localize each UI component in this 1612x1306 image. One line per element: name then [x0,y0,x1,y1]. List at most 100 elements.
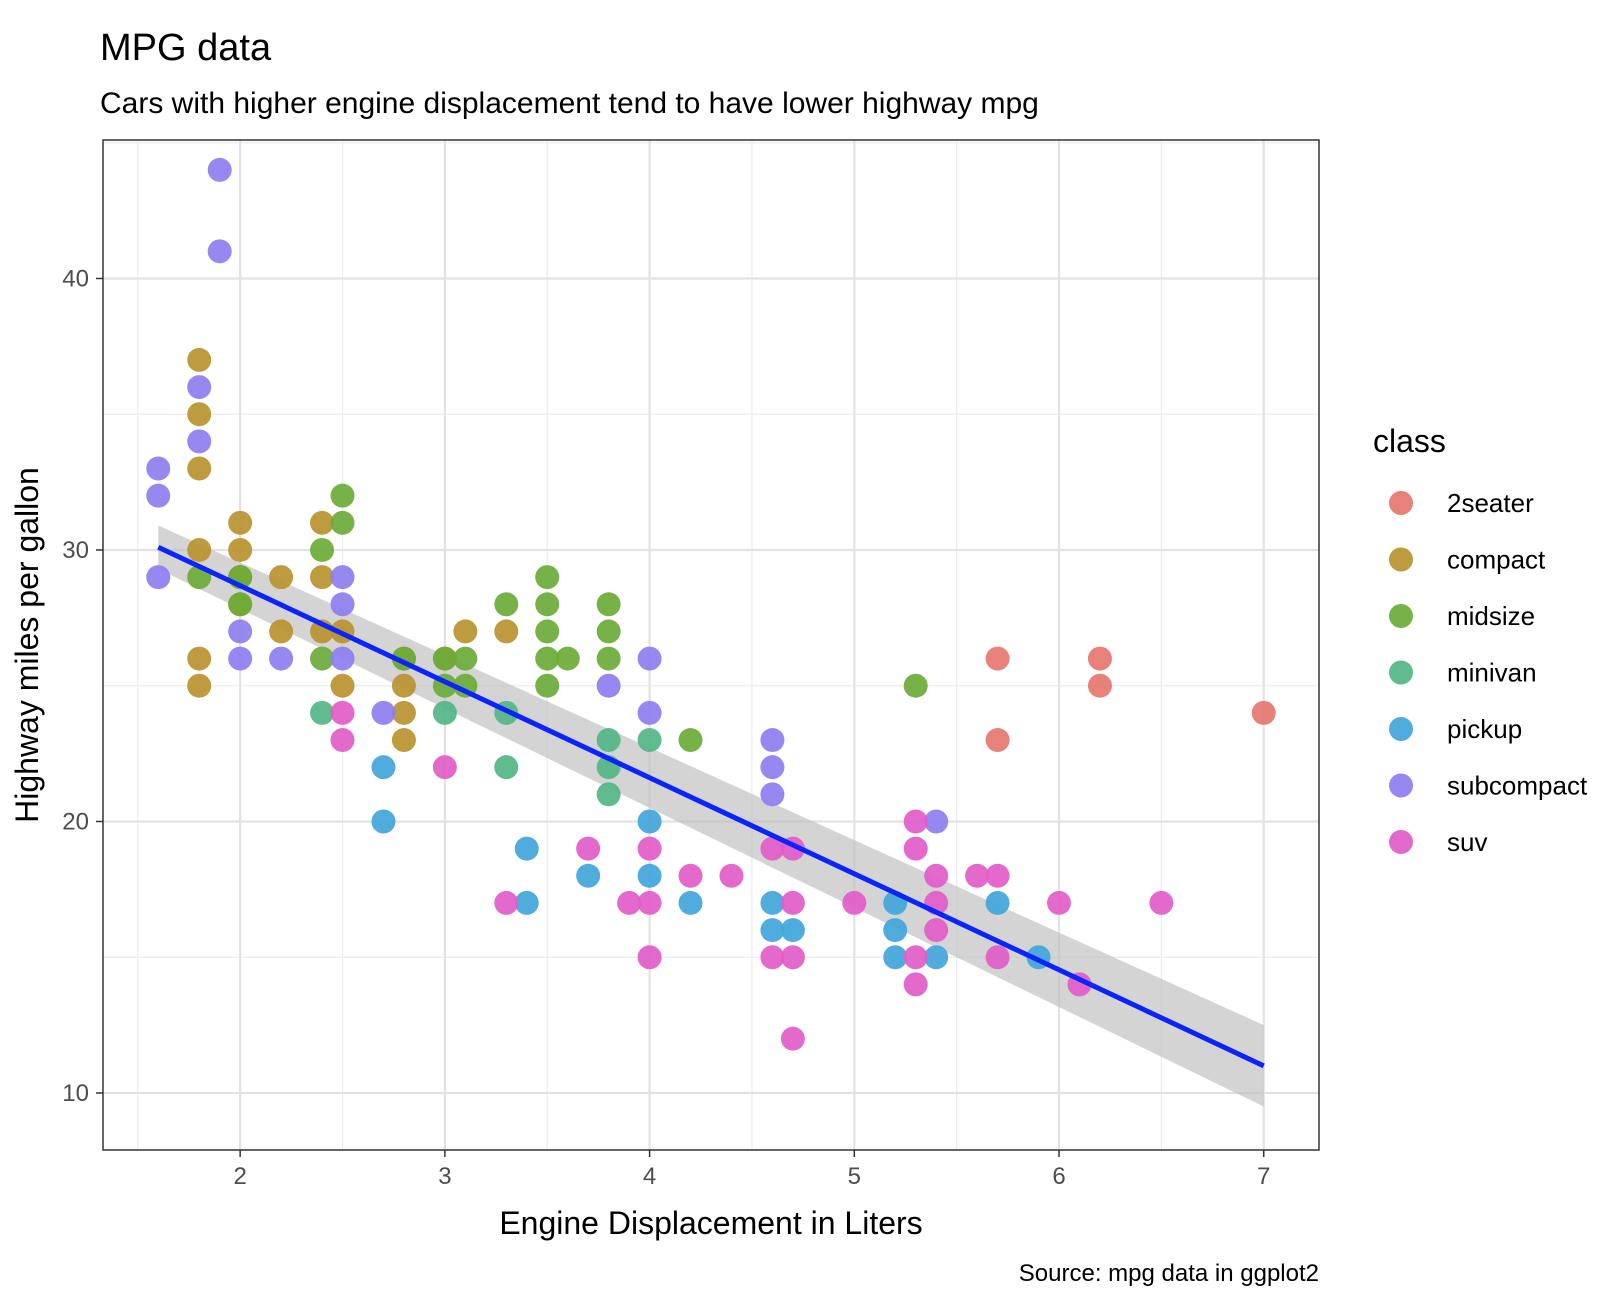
point-midsize [535,646,560,671]
y-tick-label: 10 [62,1080,89,1107]
legend-label-subcompact: subcompact [1447,771,1588,801]
trend-line [157,544,1265,1069]
point-compact [269,619,294,644]
point-pickup [514,890,539,915]
point-compact [494,619,519,644]
legend: class 2seater compact midsize minivan pickup… [1373,423,1588,857]
point-suv [637,945,662,970]
point-midsize [453,646,478,671]
point-subcompact [596,673,621,698]
point-subcompact [146,456,171,481]
point-suv [985,945,1010,970]
point-compact [269,565,294,590]
point-midsize [330,510,355,535]
point-subcompact [228,646,253,671]
legend-label-2seater: 2seater [1447,488,1534,518]
point-pickup [760,918,785,943]
plot-border [102,139,1320,1151]
point-compact [187,673,212,698]
point-pickup [883,918,908,943]
point-midsize [555,646,580,671]
point-suv [924,918,949,943]
point-compact [310,510,335,535]
point-minivan [432,700,457,725]
point-compact [330,673,355,698]
point-subcompact [760,728,785,753]
point-2seater [985,646,1010,671]
point-2seater [1251,700,1276,725]
point-2seater [1087,646,1112,671]
chart-subtitle: Cars with higher engine displacement ten… [100,87,1039,120]
point-midsize [310,646,335,671]
point-subcompact [637,700,662,725]
point-suv [903,945,928,970]
point-compact [391,673,416,698]
legend-key-suv [1389,830,1413,854]
minor-gridlines [103,140,1319,1150]
point-midsize [432,646,457,671]
point-midsize [535,592,560,617]
point-subcompact [760,755,785,780]
point-suv [903,809,928,834]
point-compact [228,537,253,562]
point-suv [576,836,601,861]
point-pickup [576,863,601,888]
point-subcompact [187,429,212,454]
legend-key-minivan [1389,660,1413,685]
x-tick-label: 4 [643,1163,656,1190]
point-2seater [1087,673,1112,698]
point-suv [617,890,642,915]
point-compact [310,565,335,590]
y-tick-label: 30 [62,537,89,564]
point-subcompact [330,565,355,590]
point-suv [842,890,867,915]
point-2seater [985,728,1010,753]
point-compact [391,728,416,753]
point-subcompact [207,239,232,264]
legend-key-compact [1389,547,1413,572]
point-subcompact [269,646,294,671]
point-compact [453,619,478,644]
point-midsize [228,592,253,617]
point-minivan [596,782,621,807]
point-midsize [678,728,703,753]
legend-label-minivan: minivan [1447,658,1537,688]
legend-key-midsize [1389,604,1413,628]
point-minivan [310,700,335,725]
point-pickup [760,890,785,915]
point-subcompact [760,782,785,807]
point-suv [637,836,662,861]
point-subcompact [330,646,355,671]
point-pickup [985,890,1010,915]
chart-title: MPG data [100,27,272,69]
point-minivan [494,755,519,780]
x-axis-label: Engine Displacement in Liters [499,1205,922,1241]
point-suv [760,836,785,861]
point-suv [678,863,703,888]
point-suv [1047,890,1072,915]
point-midsize [535,673,560,698]
point-pickup [637,809,662,834]
point-subcompact [146,565,171,590]
point-suv [1149,890,1174,915]
point-compact [187,347,212,372]
point-pickup [371,809,396,834]
point-midsize [596,592,621,617]
legend-key-subcompact [1389,773,1413,798]
legend-key-pickup [1389,717,1413,741]
legend-label-suv: suv [1447,827,1487,857]
point-pickup [883,945,908,970]
point-midsize [535,619,560,644]
point-suv [780,1026,805,1051]
point-subcompact [146,483,171,508]
point-suv [330,700,355,725]
legend-title: class [1373,423,1446,459]
x-axis: 2 3 4 5 6 7 [233,1150,1270,1190]
y-tick-label: 20 [62,808,89,835]
point-suv [760,945,785,970]
point-subcompact [637,646,662,671]
point-midsize [330,483,355,508]
point-midsize [535,565,560,590]
point-compact [187,402,212,427]
